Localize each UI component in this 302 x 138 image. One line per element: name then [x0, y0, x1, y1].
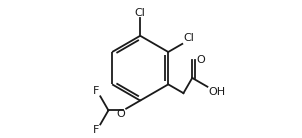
- Text: Cl: Cl: [183, 33, 194, 43]
- Text: OH: OH: [208, 87, 225, 97]
- Text: O: O: [196, 55, 205, 65]
- Text: Cl: Cl: [135, 8, 146, 18]
- Text: F: F: [93, 86, 100, 96]
- Text: F: F: [93, 125, 100, 135]
- Text: O: O: [117, 109, 126, 119]
